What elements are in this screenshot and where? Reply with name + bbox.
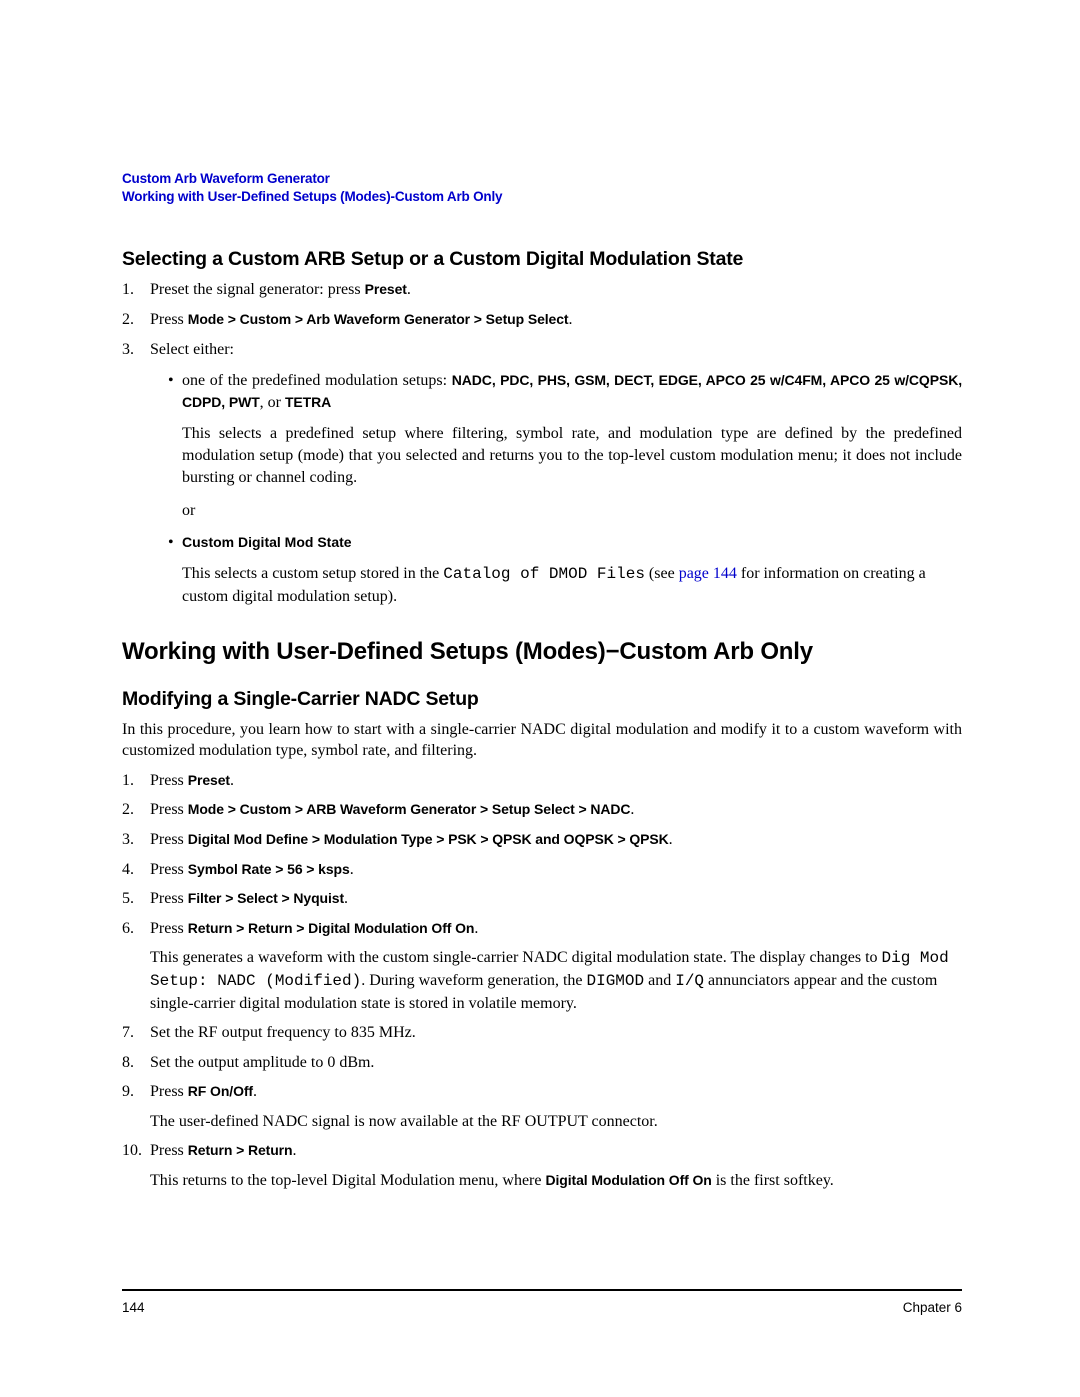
page-link-144[interactable]: page 144 — [679, 565, 737, 582]
section1-step2: Press Mode > Custom > Arb Waveform Gener… — [122, 309, 962, 331]
running-header: Custom Arb Waveform Generator Working wi… — [122, 170, 962, 206]
section1-bullet1: • one of the predefined modulation setup… — [150, 370, 962, 413]
section2-step9-explain: The user-defined NADC signal is now avai… — [150, 1111, 962, 1133]
section2-step9: Press RF On/Off. The user-defined NADC s… — [122, 1081, 962, 1132]
section2-step6-explain: This generates a waveform with the custo… — [150, 947, 962, 1014]
chapter-label: Chpater 6 — [903, 1300, 962, 1315]
running-header-line2: Working with User-Defined Setups (Modes)… — [122, 188, 962, 206]
section2-step5: Press Filter > Select > Nyquist. — [122, 888, 962, 910]
section1-step3: Select either: • one of the predefined m… — [122, 339, 962, 608]
preset-key: Preset — [365, 281, 407, 297]
bullet-icon: • — [168, 532, 182, 554]
bullet-icon: • — [168, 370, 182, 392]
section2-step10: Press Return > Return. This returns to t… — [122, 1140, 962, 1191]
section1-bullet2: • Custom Digital Mod State — [150, 532, 962, 554]
section2-steps: Press Preset. Press Mode > Custom > ARB … — [122, 770, 962, 1192]
section1-or: or — [182, 500, 962, 522]
section1-title: Selecting a Custom ARB Setup or a Custom… — [122, 248, 962, 271]
section2-step7: Set the RF output frequency to 835 MHz. — [122, 1022, 962, 1044]
section2-step3: Press Digital Mod Define > Modulation Ty… — [122, 829, 962, 851]
page: Custom Arb Waveform Generator Working wi… — [0, 0, 1080, 1397]
section1-steps: Preset the signal generator: press Prese… — [122, 279, 962, 607]
section2-step1: Press Preset. — [122, 770, 962, 792]
section2-step6: Press Return > Return > Digital Modulati… — [122, 918, 962, 1014]
section1-bullet2-explain: This selects a custom setup stored in th… — [182, 563, 962, 607]
footer-rule — [122, 1289, 962, 1291]
section2-step4: Press Symbol Rate > 56 > ksps. — [122, 859, 962, 881]
section2-title: Working with User-Defined Setups (Modes)… — [122, 638, 962, 666]
section1-step1: Preset the signal generator: press Prese… — [122, 279, 962, 301]
section2-step10-explain: This returns to the top-level Digital Mo… — [150, 1170, 962, 1192]
section2-intro: In this procedure, you learn how to star… — [122, 719, 962, 762]
section2-step8: Set the output amplitude to 0 dBm. — [122, 1052, 962, 1074]
page-number: 144 — [122, 1300, 145, 1315]
section2-subtitle: Modifying a Single-Carrier NADC Setup — [122, 688, 962, 711]
menu-path: Mode > Custom > Arb Waveform Generator >… — [188, 311, 569, 327]
running-header-line1: Custom Arb Waveform Generator — [122, 170, 962, 188]
section2-step2: Press Mode > Custom > ARB Waveform Gener… — [122, 799, 962, 821]
section1-bullet1-explain: This selects a predefined setup where fi… — [182, 423, 962, 488]
